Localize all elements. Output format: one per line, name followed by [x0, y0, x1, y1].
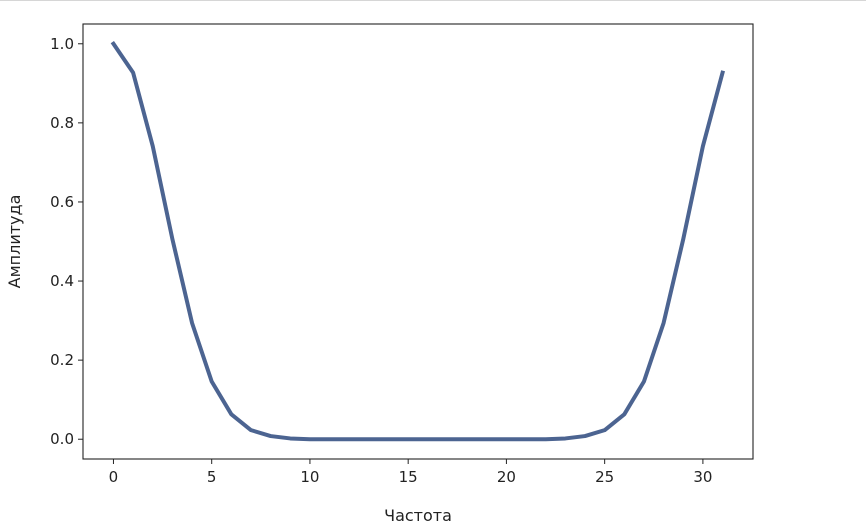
y-tick-label: 1.0: [50, 35, 74, 53]
y-tick-label: 0.8: [50, 114, 74, 132]
y-axis-label: Амплитуда: [5, 195, 24, 289]
x-axis: 0 5 10 15 20 25 30: [109, 459, 712, 486]
y-tick-label: 0.6: [50, 193, 74, 211]
series-layer: [110, 40, 725, 442]
y-tick-label: 0.2: [50, 351, 74, 369]
y-tick-label: 0.0: [50, 430, 74, 448]
x-tick-label: 20: [497, 468, 516, 486]
x-tick-label: 0: [109, 468, 119, 486]
plot-area: [82, 23, 754, 460]
y-tick-label: 0.4: [50, 272, 74, 290]
x-tick-label: 25: [595, 468, 614, 486]
x-tick-label: 10: [300, 468, 319, 486]
y-axis: 0.0 0.2 0.4 0.6 0.8 1.0: [50, 35, 83, 448]
top-divider: [0, 0, 866, 1]
x-tick-label: 30: [693, 468, 712, 486]
series-line: [110, 40, 725, 442]
x-tick-label: 15: [399, 468, 418, 486]
x-axis-label: Частота: [384, 506, 452, 525]
x-tick-label: 5: [207, 468, 217, 486]
